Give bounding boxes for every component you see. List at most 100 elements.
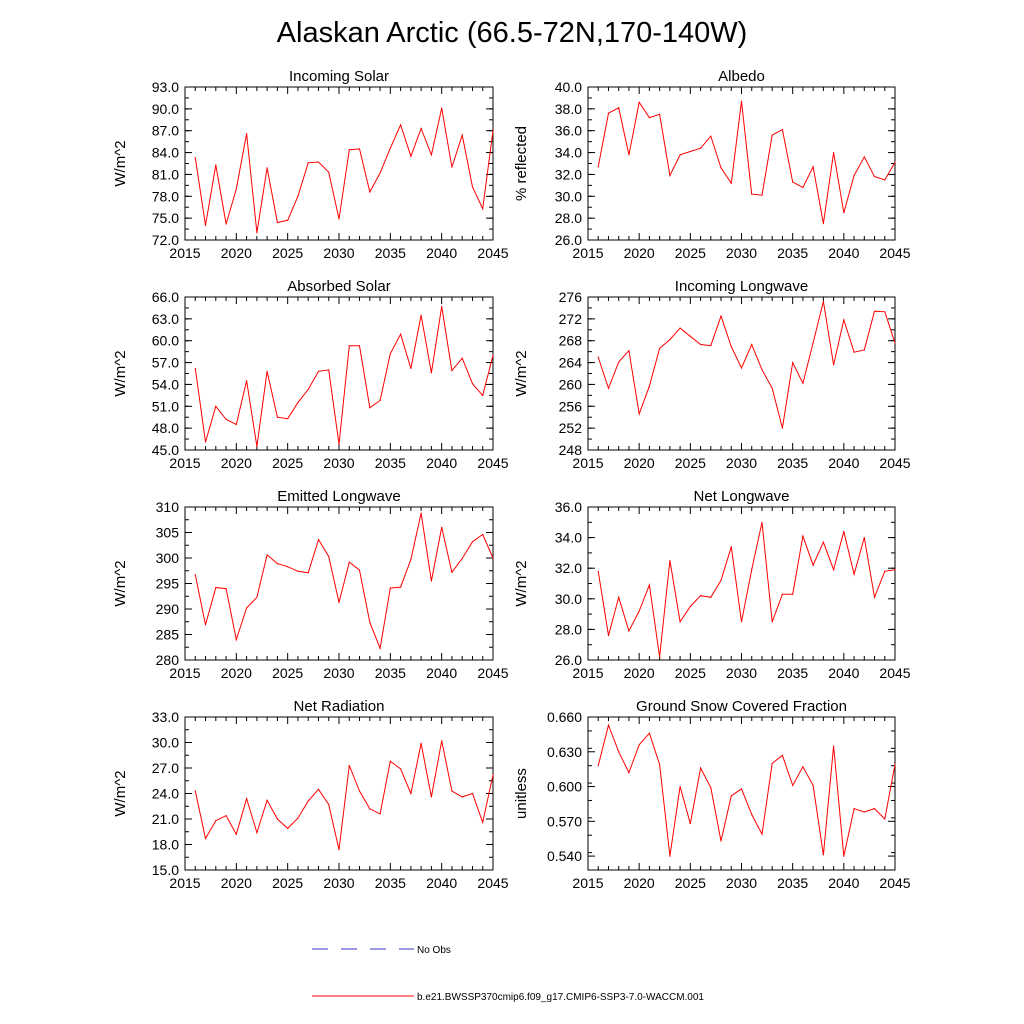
data-point: [638, 610, 640, 612]
data-point: [833, 364, 835, 366]
y-axis-label: W/m^2: [112, 140, 129, 186]
y-tick-label: 30.0: [555, 188, 582, 204]
data-point: [400, 586, 402, 588]
data-point: [781, 129, 784, 131]
data-point: [400, 124, 402, 126]
x-tick-label: 2045: [477, 665, 508, 681]
data-point: [225, 418, 227, 420]
data-point: [679, 154, 681, 156]
data-point: [751, 813, 753, 815]
data-point: [194, 157, 196, 159]
x-tick-label: 2035: [777, 665, 808, 681]
data-point: [307, 162, 309, 164]
x-tick-label: 2015: [572, 665, 603, 681]
data-point: [720, 315, 722, 317]
data-point: [379, 399, 381, 402]
data-point: [730, 546, 732, 548]
x-tick-label: 2020: [624, 455, 655, 471]
data-point: [597, 765, 599, 767]
data-point: [812, 784, 814, 786]
data-point: [441, 107, 443, 109]
data-point: [215, 586, 217, 589]
data-point: [873, 310, 876, 312]
data-point: [441, 740, 443, 742]
data-point: [482, 821, 484, 824]
data-point: [410, 558, 412, 561]
data-point: [597, 356, 599, 358]
data-point: [492, 557, 494, 559]
data-point: [297, 570, 299, 572]
data-point: [710, 135, 712, 137]
x-tick-label: 2045: [879, 875, 910, 891]
y-tick-label: 290: [156, 601, 180, 617]
x-tick-label: 2030: [726, 245, 757, 261]
y-tick-label: 40.0: [555, 79, 582, 95]
data-point: [246, 798, 248, 800]
data-point: [781, 754, 784, 756]
data-point: [792, 181, 794, 183]
data-point: [648, 584, 651, 586]
data-point: [420, 742, 422, 744]
data-point: [894, 763, 896, 766]
data-point: [287, 418, 289, 420]
x-tick-label: 2035: [375, 455, 406, 471]
data-point: [471, 792, 474, 795]
data-point: [400, 768, 402, 770]
series-line: [194, 107, 494, 233]
data-point: [628, 630, 630, 632]
data-point: [802, 186, 804, 189]
data-point: [482, 533, 484, 536]
data-point: [771, 387, 773, 389]
data-point: [679, 327, 681, 329]
data-point: [607, 387, 610, 389]
data-point: [628, 154, 630, 156]
data-point: [410, 792, 412, 795]
x-tick-label: 2025: [675, 245, 706, 261]
x-tick-label: 2015: [169, 665, 200, 681]
x-tick-label: 2015: [169, 875, 200, 891]
y-tick-label: 54.0: [152, 376, 179, 392]
x-tick-label: 2015: [169, 455, 200, 471]
data-point: [720, 167, 722, 169]
data-point: [246, 607, 248, 609]
legend: No Obs b.e21.BWSSP370cmip6.f09_g17.CMIP6…: [312, 945, 704, 1003]
panel-3: 2015 2020 2025 2030 2035 2040 2045 248 252 256 260…: [513, 278, 911, 471]
x-tick-label: 2040: [426, 665, 457, 681]
x-tick-label: 2035: [375, 245, 406, 261]
y-tick-label: 57.0: [152, 355, 179, 371]
data-point: [492, 774, 494, 776]
panel-1: 2015 2020 2025 2030 2035 2040 2045 26.0 28.0 30.0…: [513, 68, 911, 261]
data-point: [461, 134, 463, 136]
data-point: [492, 130, 494, 132]
x-tick-label: 2030: [726, 875, 757, 891]
y-tick-label: 30.0: [555, 591, 582, 607]
y-tick-label: 33.0: [152, 709, 179, 725]
data-point: [389, 760, 391, 762]
data-point: [317, 788, 320, 790]
x-tick-label: 2020: [624, 665, 655, 681]
x-tick-label: 2020: [221, 455, 252, 471]
y-tick-label: 90.0: [152, 101, 179, 117]
x-tick-label: 2030: [323, 455, 354, 471]
data-point: [471, 186, 474, 188]
data-point: [863, 349, 865, 351]
data-point: [689, 605, 691, 608]
data-point: [699, 343, 702, 346]
data-point: [389, 353, 391, 355]
data-point: [338, 849, 340, 851]
x-tick-label: 2040: [828, 245, 859, 261]
figure-title: Alaskan Arctic (66.5-72N,170-140W): [277, 17, 748, 49]
data-point: [389, 587, 391, 589]
panel-2: 2015 2020 2025 2030 2035 2040 2045 45.0 48.0 51.0…: [112, 278, 509, 471]
x-tick-label: 2015: [572, 245, 603, 261]
data-point: [482, 394, 484, 396]
x-tick-label: 2040: [828, 875, 859, 891]
data-point: [618, 361, 620, 363]
series-line: [597, 101, 896, 224]
data-point: [317, 370, 320, 372]
y-tick-label: 15.0: [152, 862, 179, 878]
data-point: [358, 148, 361, 150]
y-tick-label: 28.0: [555, 210, 582, 226]
y-tick-label: 87.0: [152, 123, 179, 139]
